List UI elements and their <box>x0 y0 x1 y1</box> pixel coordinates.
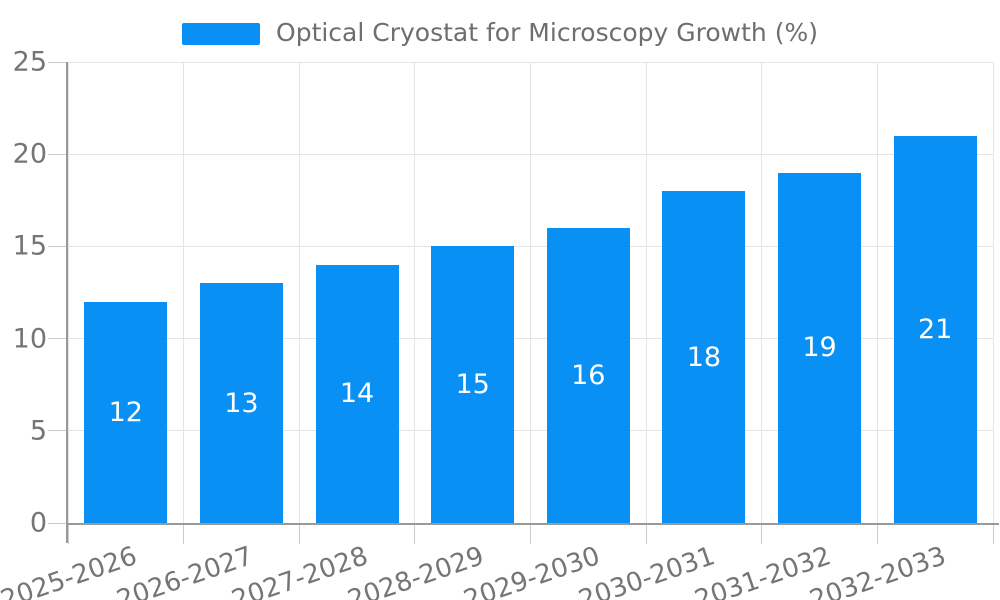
y-axis-tick <box>48 245 67 247</box>
x-axis-tick <box>414 524 416 544</box>
x-axis-tick <box>530 524 531 544</box>
y-tick-label: 20 <box>12 138 47 170</box>
bar-2026-2027[interactable]: 13 <box>199 283 283 523</box>
bar-value-label: 18 <box>686 341 722 373</box>
v-gridline <box>183 62 185 523</box>
y-axis-tick <box>48 522 67 524</box>
x-axis-tick <box>298 524 300 544</box>
x-axis-tick <box>761 524 763 544</box>
v-gridline <box>67 62 69 523</box>
v-gridline <box>992 62 994 523</box>
y-axis-tick <box>48 430 67 432</box>
y-axis-tick <box>48 338 67 340</box>
v-gridline <box>645 62 647 523</box>
legend-label[interactable]: Optical Cryostat for Microscopy Growth (… <box>276 18 818 47</box>
bar-value-label: 13 <box>224 387 259 419</box>
bar-value-label: 21 <box>918 313 953 345</box>
bar-2027-2028[interactable]: 14 <box>315 264 399 523</box>
x-axis-tick <box>183 524 185 544</box>
y-tick-label: 10 <box>12 323 47 355</box>
y-tick-label: 0 <box>29 507 47 539</box>
bar-value-label: 15 <box>455 369 490 401</box>
bar-2032-2033[interactable]: 21 <box>893 135 977 523</box>
y-axis-line <box>66 62 68 543</box>
x-axis-tick <box>876 524 878 544</box>
bar-2028-2029[interactable]: 15 <box>431 246 515 523</box>
bar-2030-2031[interactable]: 18 <box>662 191 746 523</box>
bar-value-label: 16 <box>571 359 606 391</box>
x-axis-line <box>66 523 999 525</box>
legend-swatch[interactable] <box>182 22 261 45</box>
bar-2031-2032[interactable]: 19 <box>778 172 862 523</box>
bar-2025-2026[interactable]: 12 <box>84 301 168 523</box>
bar-value-label: 12 <box>108 396 143 428</box>
v-gridline <box>761 62 763 523</box>
y-axis-tick <box>48 153 67 155</box>
bar-value-label: 19 <box>802 332 837 364</box>
v-gridline <box>530 62 531 523</box>
x-axis-tick <box>645 524 647 544</box>
v-gridline <box>876 62 878 523</box>
y-tick-label: 25 <box>12 46 47 78</box>
y-tick-label: 15 <box>12 230 47 262</box>
x-axis-tick <box>67 524 69 544</box>
y-tick-label: 5 <box>29 415 47 447</box>
plot-area: 12 13 14 15 16 18 19 21 0 5 10 15 20 25 2025-2026 202… <box>0 49 999 600</box>
bar-2029-2030[interactable]: 16 <box>546 227 630 523</box>
v-gridline <box>414 62 416 523</box>
x-axis-tick <box>992 524 994 544</box>
bar-value-label: 14 <box>339 378 375 410</box>
v-gridline <box>298 62 300 523</box>
y-axis-tick <box>48 61 67 63</box>
chart-legend[interactable]: Optical Cryostat for Microscopy Growth (… <box>0 20 1000 47</box>
